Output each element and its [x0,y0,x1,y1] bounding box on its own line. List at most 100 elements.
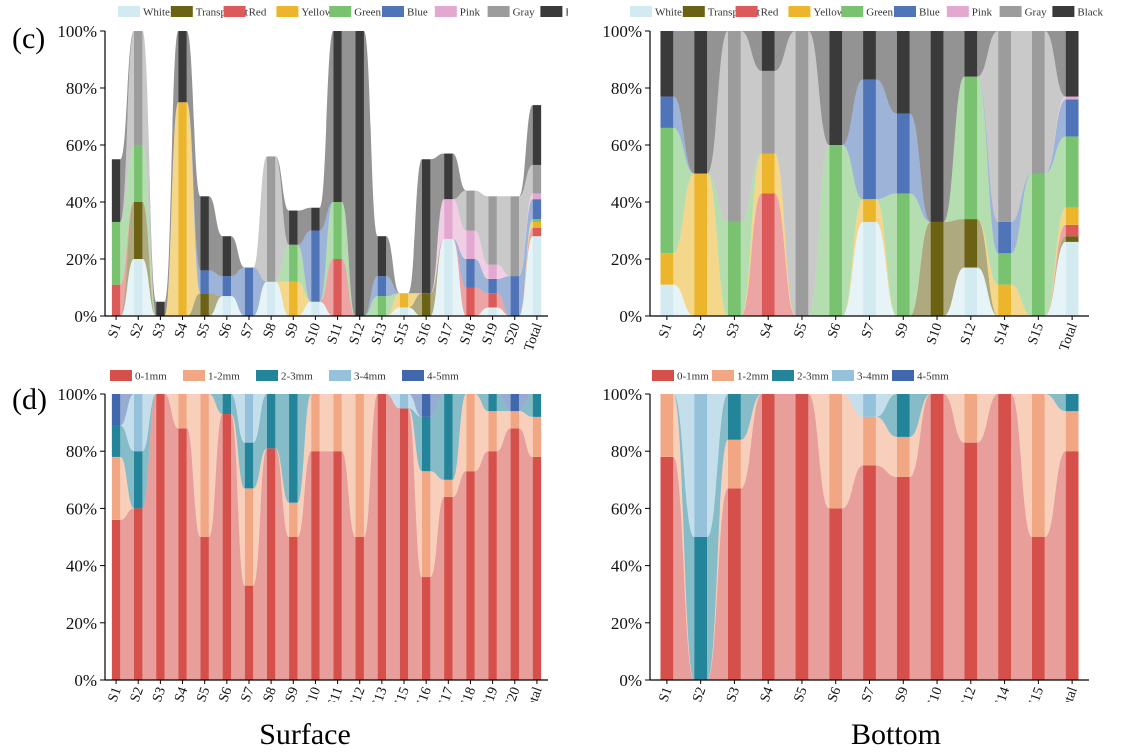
bar-s3-0-1mm [728,488,741,680]
flow-0-1mm [474,451,489,680]
legend-label-2-3mm: 2-3mm [281,371,313,383]
legend-swatch-blue [382,6,404,17]
flow-black [164,31,179,316]
bar-s17-2-3mm [444,394,453,480]
bar-s20-1-2mm [510,411,519,429]
y-tick-label: 80% [66,442,97,461]
x-tick-label-s15: S15 [391,685,413,702]
x-tick-label-s8: S8 [261,321,280,340]
flow-1-2mm [186,394,201,537]
bar-s17-white [444,239,453,316]
bar-total-white [1065,241,1079,316]
bar-s7-3-4mm [863,394,876,417]
bar-s16-1-2mm [421,471,431,578]
x-tick-label-s1: S1 [656,685,675,702]
bar-s20-0-1mm [510,428,519,680]
flow-green [909,193,931,316]
flow-0-1mm [275,448,290,680]
bar-s12-white [964,267,978,316]
y-tick-label: 100% [602,385,642,404]
y-tick-label: 80% [611,442,642,461]
column-title-surface: Surface [259,718,351,751]
bar-s9-green [289,244,298,282]
flow-yellow [297,281,312,316]
flow-gray [977,31,999,222]
legend-label-2-3mm: 2-3mm [797,371,829,383]
flow-gray [740,31,762,222]
legend-swatch-1-2mm [183,370,205,381]
flow-1-2mm [875,416,897,477]
legend-label-white: White [655,7,682,19]
x-tick-label-s15: S15 [1026,321,1048,347]
bar-s14-blue [998,221,1011,254]
bar-total-yellow [532,221,542,228]
flow-2-3mm [430,394,445,480]
flow-black [707,31,729,174]
bar-s13-0-1mm [377,394,387,680]
flow-1-2mm [297,394,312,537]
bar-s9-yellow [289,281,298,316]
x-tick-label-s5: S5 [194,685,213,702]
flow-1-2mm [430,471,445,578]
bar-total-blue [532,199,542,220]
legend-swatch-yellow [788,6,811,17]
x-tick-label-total: Total [522,685,546,702]
bar-s17-black [444,153,453,200]
x-tick-label-s2: S2 [128,685,147,702]
x-tick-label-s15: S15 [391,321,413,347]
chart-c-bottom: White Transparent Red Yellow Green Blue Pink Gr… [602,6,1104,350]
bar-s7-0-1mm [244,585,254,680]
legend-swatch-3-4mm [832,370,854,381]
bar-s5-blue [200,270,209,294]
flow-0-1mm [120,508,135,680]
bar-s12-green [964,76,978,220]
flow-2-3mm [231,394,245,489]
flow-1-2mm [1044,394,1066,537]
bar-s7-0-1mm [863,465,876,680]
bar-s15-1-2mm [1031,394,1045,537]
flow-0-1mm [297,451,312,680]
flows-d-bottom [673,394,1066,680]
legend-d-bottom: 0-1mm 1-2mm 2-3mm 3-4mm 4-5mm [652,370,949,383]
legend-swatch-2-3mm [256,370,278,381]
flow-2-3mm [707,394,729,680]
bar-total-white [532,236,542,316]
x-tick-label-s11: S11 [325,685,346,702]
flow-0-1mm [808,394,830,680]
x-tick-label-s9: S9 [893,321,912,340]
legend-swatch-4-5mm [892,370,914,381]
bar-s20-blue [510,276,519,316]
bar-s12-transparent [964,219,978,268]
flow-gray [452,190,467,231]
flow-0-1mm [341,451,356,680]
flow-green [386,293,400,316]
flow-0-1mm [875,465,897,680]
x-tick-label-s2: S2 [690,321,709,340]
y-tick-label: 60% [611,499,642,518]
flow-3-4mm [231,394,245,443]
legend-swatch-transparent [170,6,193,17]
x-tick-label-s16: S16 [413,685,435,702]
flow-gray [518,164,533,277]
flow-1-2mm [808,394,830,509]
y-tick-label: 20% [66,614,97,633]
x-tick-label-s12: S12 [347,321,369,347]
flow-gray [774,31,796,316]
flow-3-4mm [875,394,897,417]
flow-1-2mm [120,456,135,520]
bar-s1-red [111,284,121,316]
x-tick-label-s18: S18 [458,321,480,347]
bar-total-black [532,105,542,165]
bar-s16-4-5mm [421,394,431,417]
x-tick-label-s20: S20 [502,321,524,347]
bar-s10-1-2mm [311,394,320,452]
flow-green [707,173,729,316]
legend-label-green: Green [354,7,381,19]
flow-black [452,153,467,200]
legend-label-1-2mm: 1-2mm [208,371,240,383]
bar-s3-green [728,221,741,316]
bar-s6-white [222,296,232,316]
flow-black [909,31,931,222]
y-tick-label: 20% [611,250,642,269]
bar-s11-green [333,202,342,259]
